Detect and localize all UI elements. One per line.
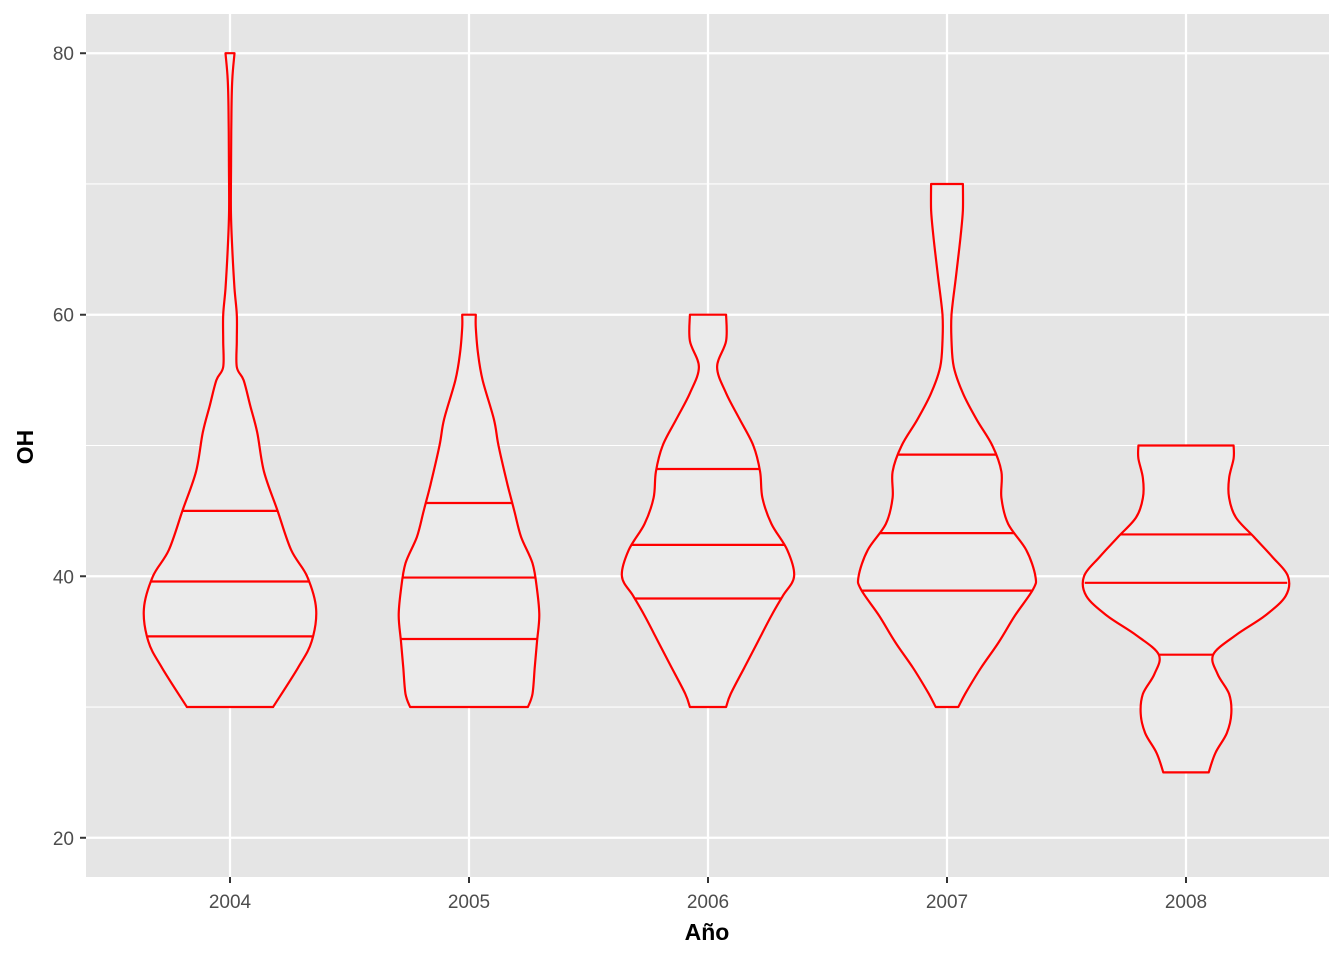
y-tick-label: 60 (53, 306, 74, 327)
violin-2008 (1081, 444, 1291, 774)
violin-outline (142, 52, 318, 709)
y-tick-label: 20 (53, 829, 74, 850)
violins (142, 52, 1291, 774)
y-axis: 20 40 60 80 (53, 44, 86, 850)
x-axis-title: Año (685, 919, 730, 945)
violin-outline (620, 313, 796, 709)
x-tick-label: 2006 (687, 892, 729, 913)
x-tick-label: 2005 (448, 892, 490, 913)
y-axis-title: OH (12, 430, 38, 465)
x-tick-label: 2004 (209, 892, 252, 913)
y-tick-label: 80 (53, 44, 74, 65)
violin-2006 (620, 313, 796, 709)
violin-2005 (397, 313, 541, 709)
x-axis: 2004 2005 2006 2007 2008 (209, 877, 1207, 913)
violin-2007 (856, 182, 1038, 709)
violin-outline (397, 313, 541, 709)
violin-outline (1081, 444, 1291, 774)
violin-2004 (142, 52, 318, 709)
violin-outline (856, 182, 1038, 709)
x-tick-label: 2008 (1165, 892, 1207, 913)
x-tick-label: 2007 (926, 892, 968, 913)
y-tick-label: 40 (53, 567, 74, 588)
